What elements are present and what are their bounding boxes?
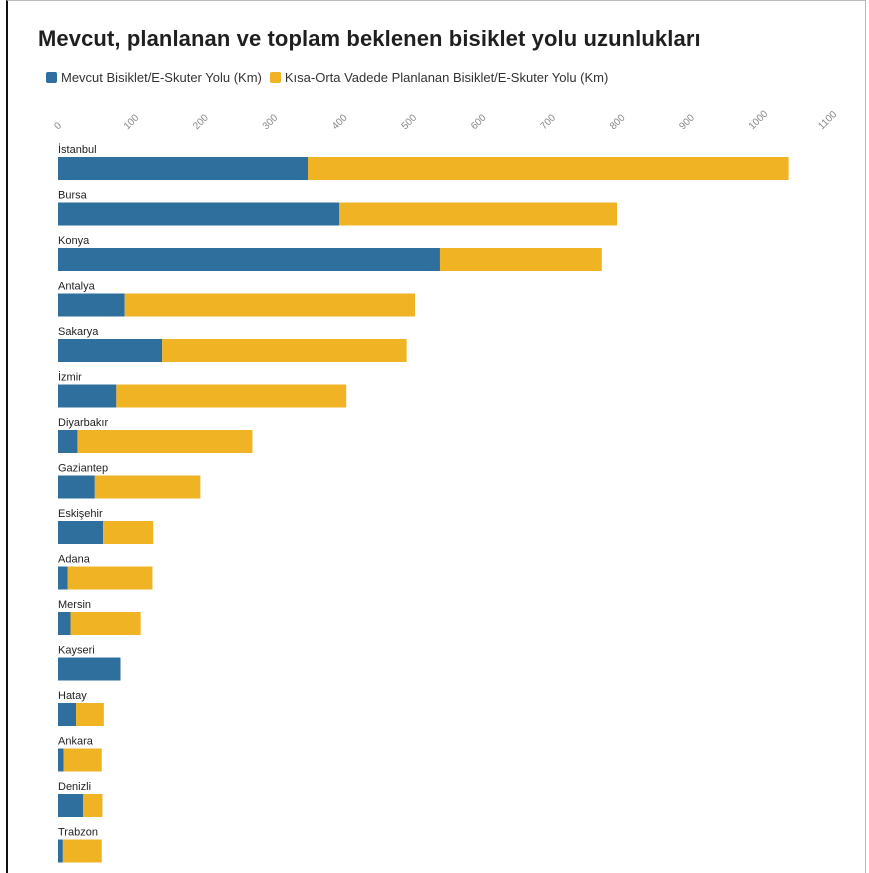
bar-planned[interactable] xyxy=(162,339,407,362)
bar-planned[interactable] xyxy=(63,748,102,772)
category-label: Antalya xyxy=(58,281,96,293)
x-tick-label: 1100 xyxy=(816,109,839,132)
x-tick-label: 500 xyxy=(400,112,420,132)
bar-planned[interactable] xyxy=(308,157,789,180)
category-label: Diyarbakır xyxy=(58,417,108,429)
legend: Mevcut Bisiklet/E-Skuter Yolu (Km) Kısa-… xyxy=(46,70,616,85)
category-label: Eskişehir xyxy=(58,508,103,520)
bar-planned[interactable] xyxy=(94,475,201,499)
bar-existing[interactable] xyxy=(58,794,84,817)
x-tick-label: 600 xyxy=(469,112,489,132)
bar-existing[interactable] xyxy=(58,657,121,681)
bar-existing[interactable] xyxy=(58,248,440,271)
bar-existing[interactable] xyxy=(58,748,64,772)
bar-existing[interactable] xyxy=(58,612,71,635)
bar-planned[interactable] xyxy=(62,839,102,863)
bar-existing[interactable] xyxy=(58,839,63,863)
legend-label-planned: Kısa-Orta Vadede Planlanan Bisiklet/E-Sk… xyxy=(284,70,609,85)
category-label: Bursa xyxy=(58,190,88,202)
legend-item-existing[interactable]: Mevcut Bisiklet/E-Skuter Yolu (Km) xyxy=(46,70,262,85)
bar-planned[interactable] xyxy=(76,703,104,726)
category-label: İstanbul xyxy=(58,143,97,156)
category-label: Mersin xyxy=(58,599,91,611)
bar-planned[interactable] xyxy=(124,293,415,317)
bar-planned[interactable] xyxy=(83,794,103,817)
legend-label-existing: Mevcut Bisiklet/E-Skuter Yolu (Km) xyxy=(61,70,262,85)
bar-planned[interactable] xyxy=(103,521,154,544)
x-tick-label: 0 xyxy=(52,120,64,132)
x-tick-label: 100 xyxy=(122,112,142,132)
x-tick-label: 400 xyxy=(330,112,350,132)
bar-existing[interactable] xyxy=(58,157,309,180)
x-tick-label: 200 xyxy=(191,112,211,132)
legend-swatch-planned xyxy=(269,72,281,83)
category-label: Sakarya xyxy=(58,326,99,338)
bar-existing[interactable] xyxy=(58,703,77,726)
category-label: Denizli xyxy=(58,781,91,793)
bar-existing[interactable] xyxy=(58,202,340,226)
category-label: Konya xyxy=(58,235,90,247)
x-tick-label: 1000 xyxy=(747,108,771,132)
bar-existing[interactable] xyxy=(58,430,78,453)
category-label: İzmir xyxy=(58,371,82,384)
x-tick-label: 800 xyxy=(608,112,628,132)
legend-swatch-existing xyxy=(46,72,57,83)
bar-planned[interactable] xyxy=(77,430,253,453)
bar-planned[interactable] xyxy=(70,612,141,635)
x-tick-label: 300 xyxy=(261,112,281,132)
legend-item-planned[interactable]: Kısa-Orta Vadede Planlanan Bisiklet/E-Sk… xyxy=(269,70,609,85)
category-label: Hatay xyxy=(58,690,87,702)
category-label: Ankara xyxy=(58,736,94,748)
chart-title: Mevcut, planlanan ve toplam beklenen bis… xyxy=(38,26,701,51)
x-tick-label: 900 xyxy=(677,112,697,132)
category-label: Trabzon xyxy=(58,827,98,839)
bar-planned[interactable] xyxy=(67,566,153,590)
bar-existing[interactable] xyxy=(58,339,163,362)
category-label: Adana xyxy=(58,554,91,566)
bar-planned[interactable] xyxy=(439,248,602,271)
category-label: Gaziantep xyxy=(58,463,108,475)
bar-existing[interactable] xyxy=(58,475,95,499)
bar-existing[interactable] xyxy=(58,384,117,408)
bar-existing[interactable] xyxy=(58,293,125,317)
bar-planned[interactable] xyxy=(116,384,347,408)
category-label: Kayseri xyxy=(58,645,95,657)
x-tick-label: 700 xyxy=(538,112,558,132)
bar-planned[interactable] xyxy=(339,202,618,226)
bar-existing[interactable] xyxy=(58,566,68,590)
bar-existing[interactable] xyxy=(58,521,104,544)
